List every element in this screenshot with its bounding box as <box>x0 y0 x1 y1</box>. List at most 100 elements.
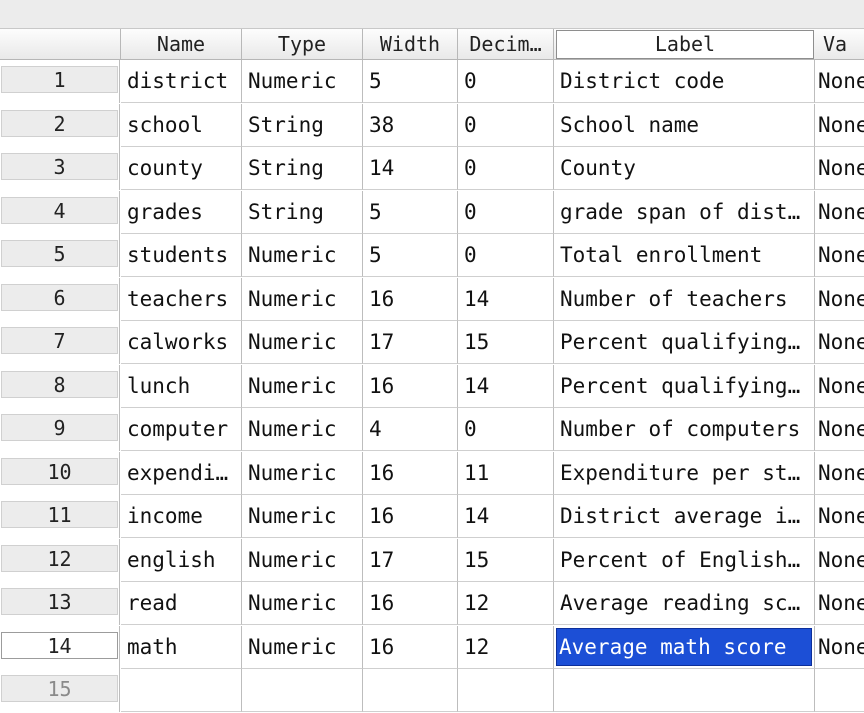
type-cell[interactable]: Numeric <box>242 408 363 451</box>
row-number[interactable]: 7 <box>1 327 118 354</box>
name-cell[interactable]: county <box>121 147 242 190</box>
label-cell[interactable]: Expenditure per st… <box>554 451 815 495</box>
name-cell[interactable]: read <box>121 582 242 625</box>
values-cell[interactable]: None <box>815 582 864 625</box>
values-cell[interactable]: None <box>815 408 864 451</box>
row-number-cell[interactable]: 6 <box>0 277 120 321</box>
row-number-cell[interactable]: 9 <box>0 408 120 451</box>
decimals-cell[interactable]: 0 <box>458 408 554 451</box>
row-number-cell[interactable]: 12 <box>0 538 120 582</box>
values-cell[interactable]: None <box>815 365 864 408</box>
width-cell[interactable]: 14 <box>363 147 458 190</box>
table-row[interactable]: 13 read Numeric 16 12 Average reading sc… None <box>0 582 864 625</box>
row-number-cell[interactable]: 1 <box>0 60 120 103</box>
width-cell[interactable]: 4 <box>363 408 458 451</box>
selected-label-cell[interactable]: Average math score <box>556 627 812 666</box>
row-number-cell[interactable]: 15 <box>0 669 120 712</box>
row-number-cell[interactable]: 13 <box>0 582 120 625</box>
type-cell[interactable]: Numeric <box>242 60 363 103</box>
name-cell[interactable]: math <box>121 625 242 669</box>
type-cell[interactable]: Numeric <box>242 364 363 408</box>
label-cell[interactable]: grade span of dist… <box>554 190 815 234</box>
width-cell[interactable]: 16 <box>363 364 458 408</box>
values-cell[interactable]: None <box>815 539 864 582</box>
table-row[interactable]: 2 school String 38 0 School name None <box>0 103 864 147</box>
decimals-cell[interactable]: 12 <box>458 625 554 669</box>
table-row[interactable]: 14 math Numeric 16 12 Average math score None <box>0 625 864 669</box>
label-cell[interactable]: School name <box>554 103 815 147</box>
name-cell[interactable]: district <box>121 60 242 103</box>
row-number-cell[interactable]: 5 <box>0 234 120 277</box>
width-cell[interactable] <box>363 669 458 712</box>
column-header-width[interactable]: Width <box>363 29 458 59</box>
row-number[interactable]: 6 <box>1 283 118 311</box>
width-cell[interactable]: 16 <box>363 495 458 538</box>
values-cell[interactable]: None <box>815 60 864 103</box>
decimals-cell[interactable]: 14 <box>458 495 554 538</box>
column-header-decimals[interactable]: Decim… <box>458 29 554 59</box>
row-number-cell[interactable]: 7 <box>0 321 120 364</box>
table-row[interactable]: 7 calworks Numeric 17 15 Percent qualifying… N… <box>0 321 864 364</box>
table-row[interactable]: 3 county String 14 0 County None <box>0 147 864 190</box>
row-number[interactable]: 14 <box>1 631 118 659</box>
label-cell[interactable]: Percent of English… <box>554 538 815 582</box>
decimals-cell[interactable]: 14 <box>458 277 554 321</box>
row-number[interactable]: 4 <box>1 196 118 224</box>
values-cell[interactable]: None <box>815 147 864 190</box>
row-number[interactable]: 8 <box>1 370 118 398</box>
row-number[interactable]: 2 <box>1 109 118 137</box>
values-cell[interactable] <box>815 669 864 712</box>
decimals-cell[interactable]: 0 <box>458 234 554 277</box>
name-cell[interactable]: computer <box>121 408 242 451</box>
type-cell[interactable]: Numeric <box>242 495 363 538</box>
type-cell[interactable] <box>242 669 363 712</box>
decimals-cell[interactable]: 15 <box>458 538 554 582</box>
column-header-name[interactable]: Name <box>121 29 242 59</box>
decimals-cell[interactable]: 14 <box>458 364 554 408</box>
label-cell[interactable]: Total enrollment <box>554 234 815 277</box>
table-row[interactable]: 6 teachers Numeric 16 14 Number of teachers No… <box>0 277 864 321</box>
type-cell[interactable]: Numeric <box>242 625 363 669</box>
decimals-cell[interactable]: 0 <box>458 147 554 190</box>
row-number[interactable]: 13 <box>1 588 118 615</box>
row-number-cell[interactable]: 10 <box>0 451 120 495</box>
label-cell[interactable]: District code <box>554 60 815 103</box>
name-cell[interactable]: expendi… <box>121 451 242 495</box>
table-row[interactable]: 9 computer Numeric 4 0 Number of computers Non… <box>0 408 864 451</box>
decimals-cell[interactable]: 15 <box>458 321 554 364</box>
row-number-cell[interactable]: 8 <box>0 364 120 408</box>
table-row[interactable]: 15 <box>0 669 864 712</box>
type-cell[interactable]: Numeric <box>242 321 363 364</box>
width-cell[interactable]: 16 <box>363 625 458 669</box>
row-number[interactable]: 5 <box>1 240 118 267</box>
row-number[interactable]: 10 <box>1 457 118 485</box>
label-cell[interactable] <box>554 669 815 712</box>
label-cell[interactable]: Average math score <box>554 625 815 669</box>
values-cell[interactable]: None <box>815 104 864 147</box>
decimals-cell[interactable] <box>458 669 554 712</box>
label-cell[interactable]: District average i… <box>554 495 815 538</box>
decimals-cell[interactable]: 11 <box>458 451 554 495</box>
values-cell[interactable]: None <box>815 234 864 277</box>
table-row[interactable]: 11 income Numeric 16 14 District average i… No… <box>0 495 864 538</box>
width-cell[interactable]: 5 <box>363 234 458 277</box>
decimals-cell[interactable]: 0 <box>458 190 554 234</box>
type-cell[interactable]: String <box>242 190 363 234</box>
type-cell[interactable]: Numeric <box>242 234 363 277</box>
name-cell[interactable]: students <box>121 234 242 277</box>
type-cell[interactable]: Numeric <box>242 538 363 582</box>
values-cell[interactable]: None <box>815 278 864 321</box>
table-row[interactable]: 4 grades String 5 0 grade span of dist… None <box>0 190 864 234</box>
type-cell[interactable]: Numeric <box>242 582 363 625</box>
table-row[interactable]: 5 students Numeric 5 0 Total enrollment None <box>0 234 864 277</box>
label-cell[interactable]: Percent qualifying… <box>554 364 815 408</box>
name-cell[interactable]: lunch <box>121 364 242 408</box>
column-header-values[interactable]: Va <box>823 32 848 56</box>
label-cell[interactable]: Percent qualifying… <box>554 321 815 364</box>
row-number[interactable]: 11 <box>1 501 118 528</box>
label-cell[interactable]: Average reading sc… <box>554 582 815 625</box>
table-row[interactable]: 8 lunch Numeric 16 14 Percent qualifying… None <box>0 364 864 408</box>
decimals-cell[interactable]: 12 <box>458 582 554 625</box>
row-number[interactable]: 15 <box>1 675 118 702</box>
label-cell[interactable]: County <box>554 147 815 190</box>
